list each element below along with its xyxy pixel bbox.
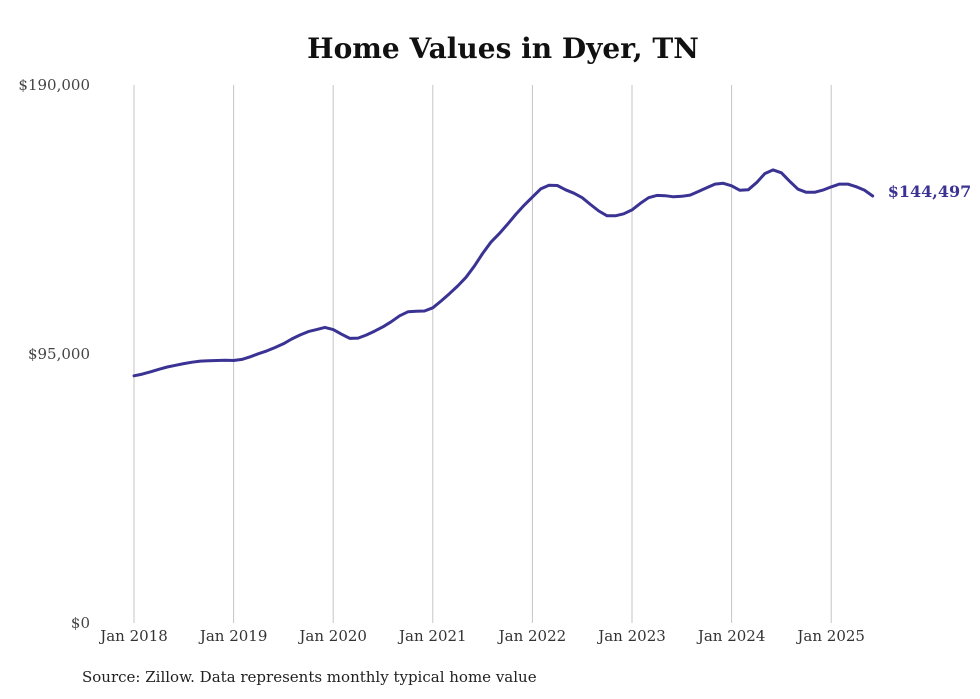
x-tick-label-1: Jan 2019 [198,627,268,645]
gridlines [133,85,832,623]
x-tick-label-3: Jan 2021 [397,627,467,645]
x-axis-ticks: Jan 2018 Jan 2019 Jan 2020 Jan 2021 Jan 2022… [98,627,865,645]
y-tick-label-1: $95,000 [28,345,90,363]
x-tick-label-6: Jan 2024 [696,627,766,645]
series-line-0 [132,168,875,378]
x-tick-label-5: Jan 2023 [596,627,666,645]
source-note: Source: Zillow. Data represents monthly … [82,668,537,686]
x-tick-label-7: Jan 2025 [795,627,865,645]
y-tick-label-2: $190,000 [18,76,90,94]
series-layer: $144,497 [132,168,972,378]
end-value-label: $144,497 [888,182,972,201]
y-tick-label-0: $0 [71,614,90,632]
x-tick-label-0: Jan 2018 [98,627,168,645]
x-tick-label-4: Jan 2022 [497,627,567,645]
x-tick-label-2: Jan 2020 [297,627,367,645]
y-axis-ticks: $0 $95,000 $190,000 [18,76,90,632]
chart-title: Home Values in Dyer, TN [307,32,699,65]
